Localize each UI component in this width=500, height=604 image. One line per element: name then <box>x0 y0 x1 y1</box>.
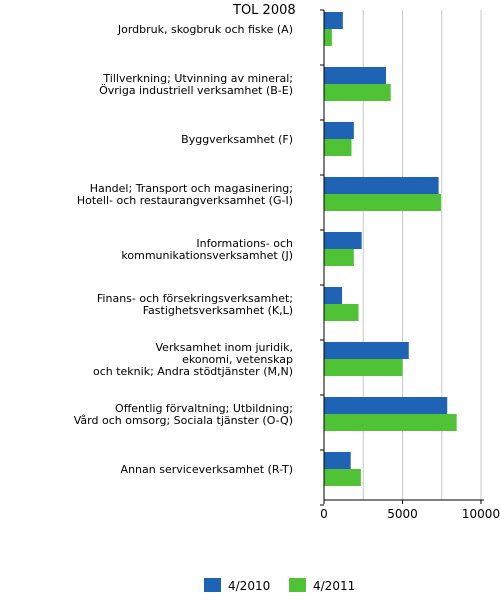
category-label: Informations- och <box>196 237 293 250</box>
bar-series2 <box>324 304 359 321</box>
category-label: Hotell- och restaurangverksamhet (G-I) <box>77 194 293 207</box>
bar-series2 <box>324 194 441 211</box>
bar-series1 <box>324 452 351 469</box>
bar-series2 <box>324 469 361 486</box>
bar-series2 <box>324 414 457 431</box>
bar-series2 <box>324 359 403 376</box>
category-label: Finans- och försekringsverksamhet; <box>97 292 293 305</box>
bar-series2 <box>324 249 354 266</box>
bar-series1 <box>324 177 439 194</box>
bar-series1 <box>324 122 354 139</box>
bar-series1 <box>324 397 448 414</box>
category-label: ekonomi, vetenskap <box>182 353 293 366</box>
category-label: Handel; Transport och magasinering; <box>90 182 293 195</box>
x-tick-label: 10000 <box>462 507 500 521</box>
legend-swatch <box>204 578 221 592</box>
bar-series1 <box>324 12 343 29</box>
bar-series1 <box>324 342 409 359</box>
category-label: Jordbruk, skogbruk och fiske (A) <box>117 23 293 36</box>
category-label: Offentlig förvaltning; Utbildning; <box>115 402 293 415</box>
bar-series1 <box>324 232 362 249</box>
legend-label: 4/2011 <box>313 579 355 593</box>
category-label: Övriga industriell verksamhet (B-E) <box>99 84 293 97</box>
x-tick-label: 5000 <box>387 507 418 521</box>
category-label: Annan serviceverksamhet (R-T) <box>121 463 293 476</box>
bar-series2 <box>324 139 352 156</box>
bar-series2 <box>324 29 332 46</box>
category-label: Tillverkning; Utvinning av mineral; <box>102 72 293 85</box>
bar-series1 <box>324 67 387 84</box>
chart-header: TOL 2008 <box>232 3 296 18</box>
category-label: Fastighetsverksamhet (K,L) <box>143 304 293 317</box>
category-label: Byggverksamhet (F) <box>181 133 293 146</box>
category-label: Vård och omsorg; Sociala tjänster (O-Q) <box>74 414 293 427</box>
category-label: Verksamhet inom juridik, <box>155 341 293 354</box>
category-label: och teknik; Andra stödtjänster (M,N) <box>93 365 293 378</box>
legend-swatch <box>289 578 306 592</box>
category-label: kommunikationsverksamhet (J) <box>121 249 293 262</box>
x-tick-label: 0 <box>320 507 328 521</box>
legend-label: 4/2010 <box>228 579 270 593</box>
bar-series2 <box>324 84 391 101</box>
bar-series1 <box>324 287 343 304</box>
